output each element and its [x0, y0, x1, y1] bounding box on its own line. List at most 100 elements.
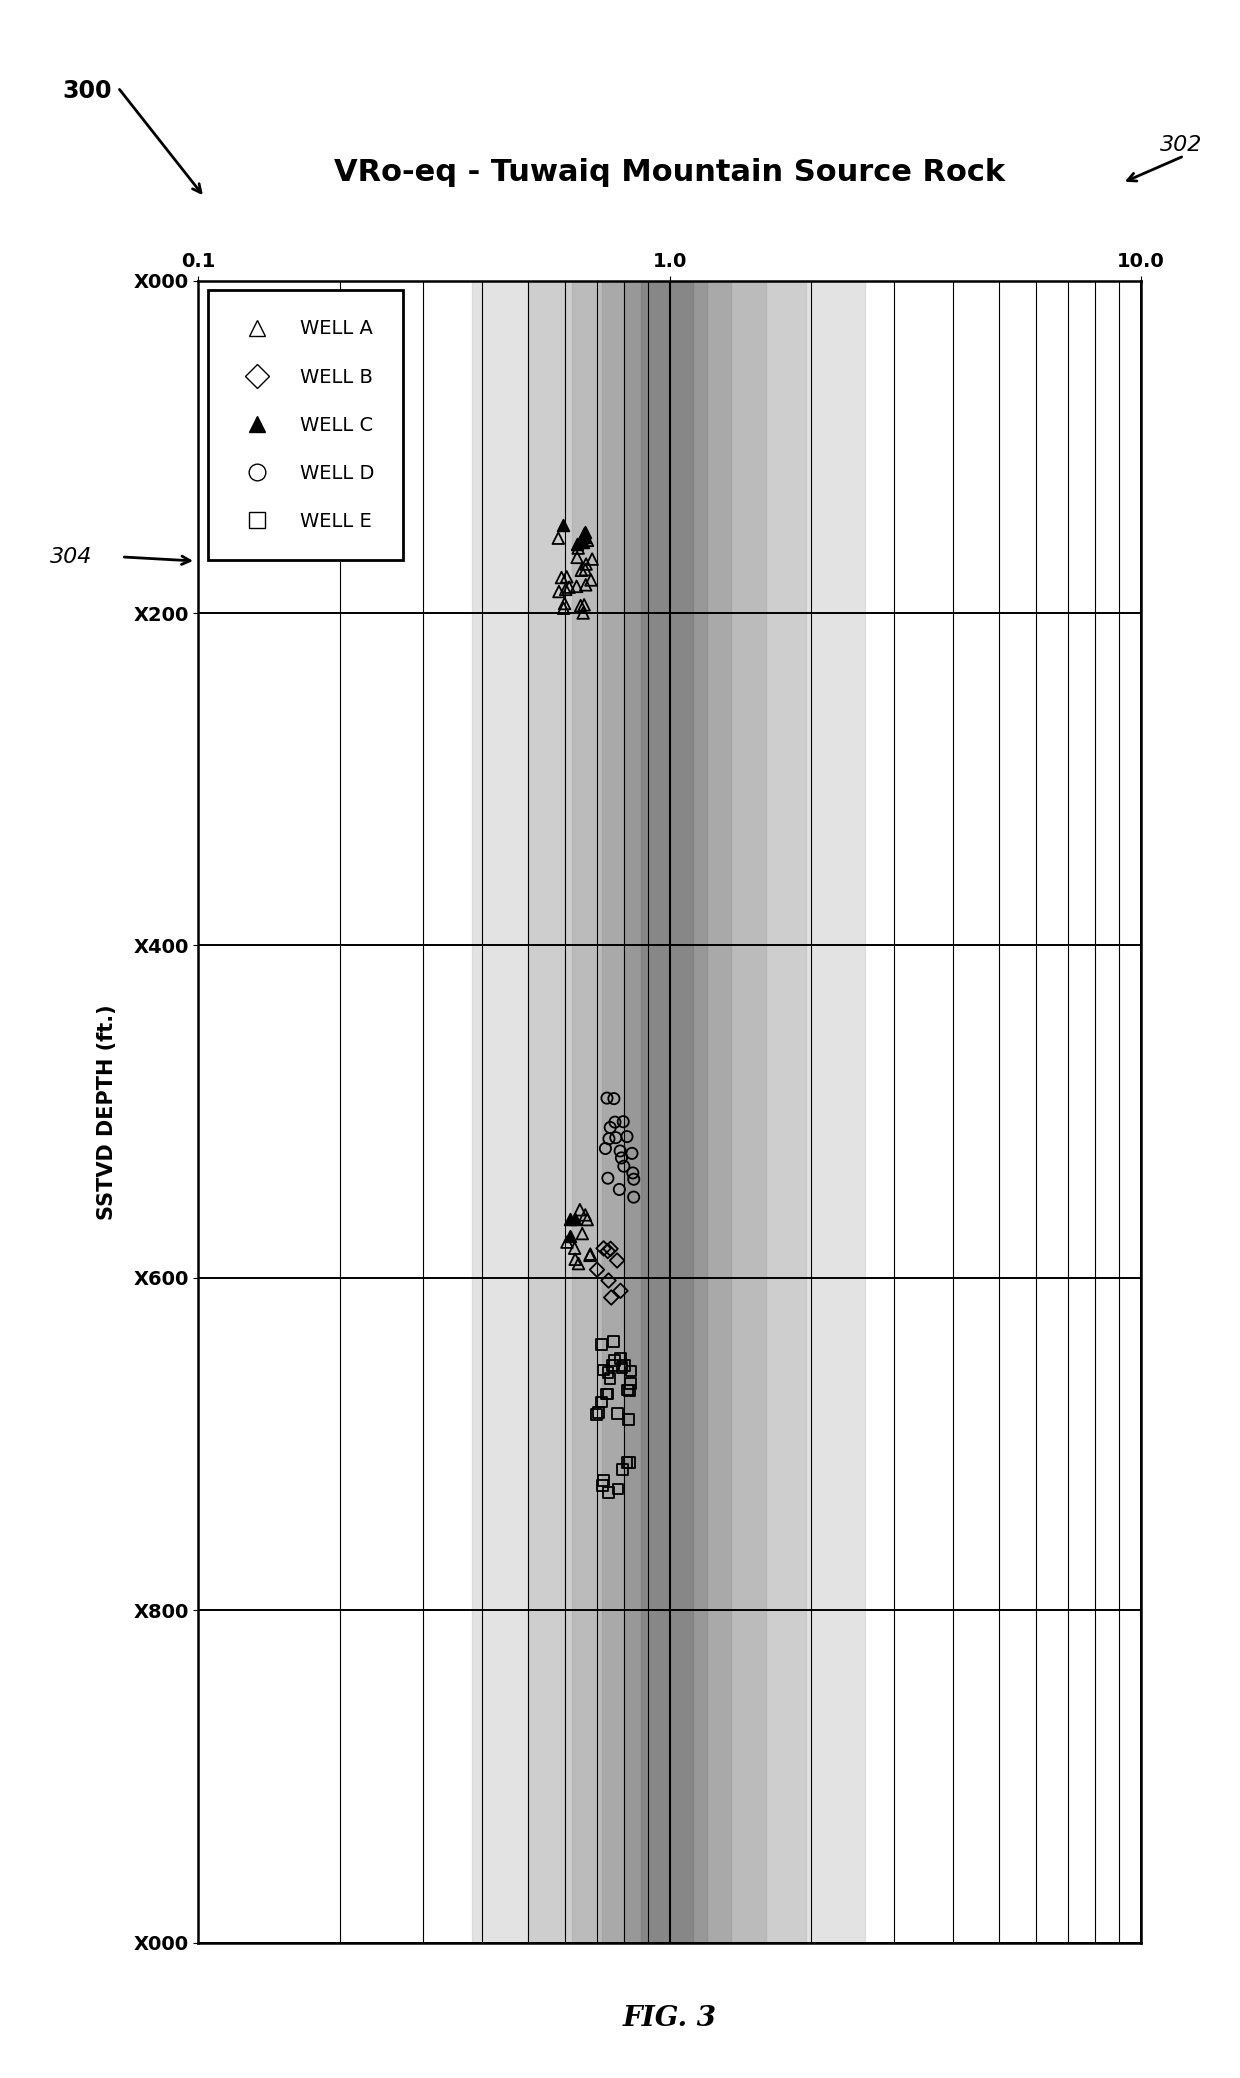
Point	[587, 1253, 606, 1286]
Point	[601, 1280, 621, 1313]
Point	[609, 1172, 629, 1205]
Point	[613, 1453, 632, 1486]
Point	[575, 1199, 595, 1232]
Point	[599, 1122, 619, 1155]
Point	[608, 1396, 627, 1430]
Point	[615, 1349, 635, 1382]
Point	[594, 1232, 614, 1266]
Point	[591, 1386, 611, 1419]
Point	[618, 1120, 637, 1153]
Point	[599, 1263, 619, 1297]
Point	[573, 526, 593, 559]
Point	[610, 1274, 630, 1307]
Point	[618, 1446, 637, 1480]
Point	[596, 1378, 616, 1411]
Point	[564, 1232, 584, 1266]
Text: 302: 302	[1161, 135, 1203, 156]
Point	[618, 1374, 637, 1407]
Point	[614, 1149, 634, 1182]
Point	[560, 1220, 580, 1253]
Point	[582, 563, 601, 596]
Point	[608, 1245, 627, 1278]
Point	[580, 1238, 600, 1272]
Point	[591, 1328, 611, 1361]
Point	[587, 1398, 606, 1432]
Point	[580, 1238, 600, 1272]
Point	[588, 1396, 608, 1430]
Point	[624, 1180, 644, 1214]
Point	[567, 569, 587, 603]
Point	[603, 1324, 622, 1357]
Point	[608, 1473, 627, 1507]
Bar	[572, 281, 766, 1943]
Text: 300: 300	[62, 79, 112, 104]
Point	[548, 522, 568, 555]
Text: FIG. 3: FIG. 3	[622, 2005, 717, 2032]
Point	[621, 1355, 641, 1388]
Point	[598, 1357, 618, 1390]
Bar	[471, 281, 866, 1943]
Point	[567, 540, 587, 574]
Point	[574, 517, 594, 551]
Point	[570, 588, 590, 621]
Point	[603, 1349, 622, 1382]
Point	[568, 532, 588, 565]
Point	[621, 1367, 641, 1401]
Bar	[528, 281, 806, 1943]
Point	[622, 1137, 642, 1170]
Point	[600, 1232, 620, 1266]
Point	[565, 1203, 585, 1236]
Point	[565, 1243, 585, 1276]
Point	[620, 1446, 640, 1480]
Point	[557, 561, 577, 594]
Point	[610, 1135, 630, 1168]
Bar	[624, 281, 707, 1943]
Point	[619, 1403, 639, 1436]
Point	[556, 574, 575, 607]
Point	[594, 1353, 614, 1386]
Point	[577, 547, 596, 580]
Point	[619, 1374, 639, 1407]
Point	[553, 509, 573, 542]
Point	[600, 1112, 620, 1145]
Bar	[603, 281, 732, 1943]
Point	[575, 522, 595, 555]
Point	[605, 1105, 625, 1139]
Point	[575, 515, 595, 549]
Point	[599, 1475, 619, 1509]
Point	[553, 592, 573, 625]
Point	[605, 1344, 625, 1378]
Point	[596, 1081, 616, 1114]
Point	[575, 567, 595, 601]
Point	[554, 586, 574, 619]
Point	[559, 571, 579, 605]
Point	[568, 528, 588, 561]
Point	[559, 1203, 579, 1236]
Point	[611, 1141, 631, 1174]
Point	[606, 1120, 626, 1153]
Point	[573, 1218, 593, 1251]
Point	[578, 1203, 598, 1236]
Point	[593, 1469, 613, 1502]
Bar	[641, 281, 693, 1943]
Legend: WELL A, WELL B, WELL C, WELL D, WELL E: WELL A, WELL B, WELL C, WELL D, WELL E	[208, 291, 403, 561]
Point	[569, 1247, 589, 1280]
Point	[595, 1133, 615, 1166]
Point	[549, 576, 569, 609]
Point	[572, 553, 591, 586]
Point	[613, 1351, 632, 1384]
Point	[624, 1162, 644, 1195]
Point	[598, 1378, 618, 1411]
Point	[598, 1234, 618, 1268]
Point	[573, 596, 593, 630]
Point	[614, 1105, 634, 1139]
Point	[594, 1465, 614, 1498]
Point	[574, 588, 594, 621]
Point	[600, 1361, 620, 1394]
Text: 304: 304	[50, 547, 92, 567]
Point	[575, 553, 595, 586]
Point	[552, 561, 572, 594]
Point	[578, 524, 598, 557]
Point	[557, 1226, 577, 1259]
Point	[583, 542, 603, 576]
